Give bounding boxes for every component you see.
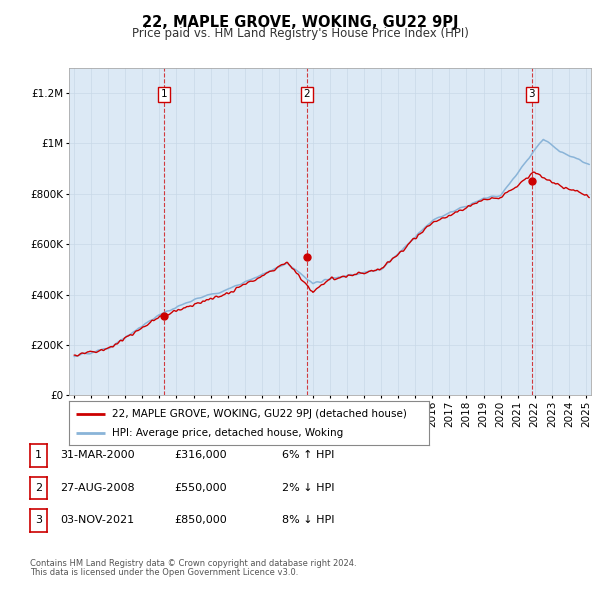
Text: £316,000: £316,000 bbox=[174, 451, 227, 460]
Text: This data is licensed under the Open Government Licence v3.0.: This data is licensed under the Open Gov… bbox=[30, 568, 298, 577]
Text: 2% ↓ HPI: 2% ↓ HPI bbox=[282, 483, 335, 493]
Text: 27-AUG-2008: 27-AUG-2008 bbox=[60, 483, 134, 493]
Text: 2: 2 bbox=[304, 89, 310, 99]
Text: 22, MAPLE GROVE, WOKING, GU22 9PJ: 22, MAPLE GROVE, WOKING, GU22 9PJ bbox=[142, 15, 458, 30]
Text: 1: 1 bbox=[160, 89, 167, 99]
Text: £850,000: £850,000 bbox=[174, 516, 227, 525]
Text: 03-NOV-2021: 03-NOV-2021 bbox=[60, 516, 134, 525]
Text: Price paid vs. HM Land Registry's House Price Index (HPI): Price paid vs. HM Land Registry's House … bbox=[131, 27, 469, 40]
Text: 8% ↓ HPI: 8% ↓ HPI bbox=[282, 516, 335, 525]
Text: 3: 3 bbox=[529, 89, 535, 99]
Text: 22, MAPLE GROVE, WOKING, GU22 9PJ (detached house): 22, MAPLE GROVE, WOKING, GU22 9PJ (detac… bbox=[112, 409, 407, 418]
Text: 6% ↑ HPI: 6% ↑ HPI bbox=[282, 451, 334, 460]
Text: Contains HM Land Registry data © Crown copyright and database right 2024.: Contains HM Land Registry data © Crown c… bbox=[30, 559, 356, 568]
Text: 3: 3 bbox=[35, 516, 42, 525]
Text: 2: 2 bbox=[35, 483, 42, 493]
Text: £550,000: £550,000 bbox=[174, 483, 227, 493]
Text: 31-MAR-2000: 31-MAR-2000 bbox=[60, 451, 134, 460]
Text: HPI: Average price, detached house, Woking: HPI: Average price, detached house, Woki… bbox=[112, 428, 343, 438]
Text: 1: 1 bbox=[35, 451, 42, 460]
